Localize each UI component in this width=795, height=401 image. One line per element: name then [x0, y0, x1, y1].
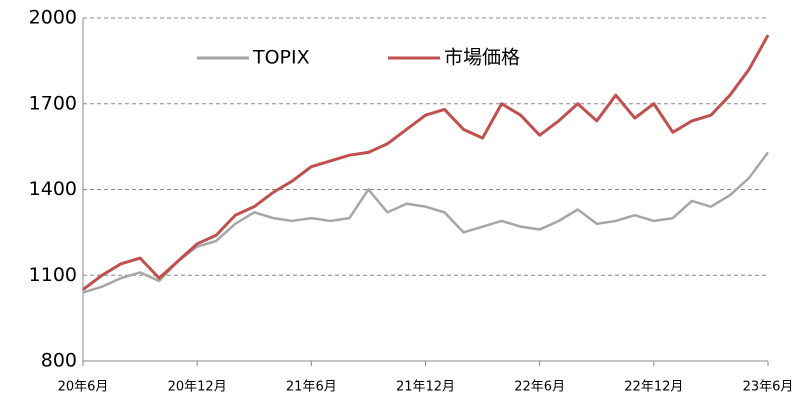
y-tick-label: 2000: [29, 7, 77, 29]
x-tick-label: 20年6月: [58, 380, 109, 395]
x-tick-label: 22年12月: [624, 380, 683, 395]
legend-label: 市場価格: [444, 47, 520, 69]
x-tick-label: 23年6月: [743, 380, 794, 395]
legend-label: TOPIX: [252, 47, 310, 69]
x-tick-label: 20年12月: [168, 380, 227, 395]
series-line: [82, 151, 770, 294]
series-line: [82, 34, 770, 291]
y-tick-label: 1400: [29, 178, 77, 200]
x-tick-label: 22年6月: [514, 380, 565, 395]
y-tick-label: 1700: [29, 92, 77, 114]
y-tick-label: 800: [41, 350, 77, 372]
y-tick-label: 1100: [29, 264, 77, 286]
x-tick-label: 21年6月: [286, 380, 337, 395]
x-tick-label: 21年12月: [396, 380, 455, 395]
